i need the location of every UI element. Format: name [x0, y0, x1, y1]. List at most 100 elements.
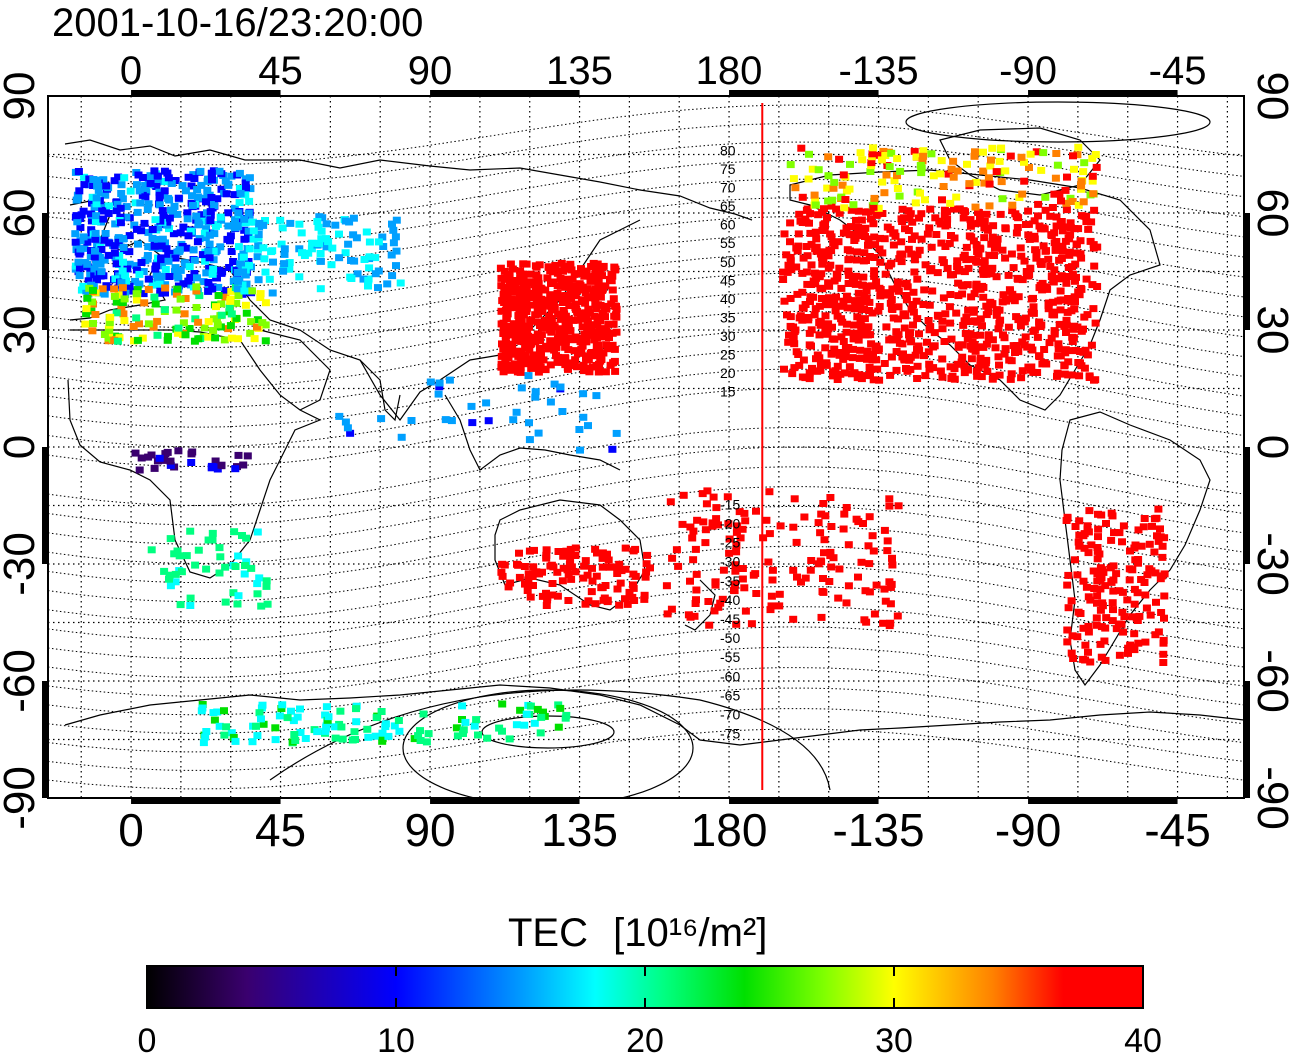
- tec-cell: [997, 144, 1006, 152]
- tec-cell: [233, 222, 241, 230]
- tec-cell: [1106, 564, 1115, 572]
- tec-cell: [827, 563, 836, 571]
- tec-cell: [459, 730, 467, 737]
- tec-cell: [579, 390, 588, 398]
- tec-cell: [210, 716, 219, 724]
- tec-cell: [831, 307, 840, 315]
- tec-cell: [547, 328, 556, 336]
- tec-cell: [180, 310, 189, 318]
- tec-cell: [1110, 529, 1118, 537]
- tec-cell: [946, 291, 955, 298]
- tec-cell: [1120, 613, 1129, 621]
- tec-cell: [986, 301, 995, 309]
- tec-cell: [814, 519, 823, 527]
- tec-cell: [571, 292, 580, 300]
- tec-cell: [835, 565, 844, 573]
- tec-cell: [188, 202, 197, 209]
- tec-cell: [295, 245, 304, 253]
- tec-cell: [551, 261, 560, 269]
- tec-cell: [893, 612, 902, 620]
- tec-cell: [828, 196, 837, 204]
- tec-cell: [796, 217, 805, 225]
- tec-cell: [1140, 579, 1149, 586]
- tec-cell: [909, 301, 917, 308]
- tec-cell: [785, 331, 793, 339]
- tec-cell: [234, 292, 243, 299]
- tec-cell: [944, 170, 953, 178]
- tec-cell: [714, 521, 722, 529]
- tec-cell: [1084, 225, 1093, 233]
- map-panel: 8075706560555045403530252015-15-20-25-30…: [42, 90, 1250, 804]
- frame-bar-right: [1244, 213, 1250, 330]
- tec-cell: [197, 211, 206, 219]
- tec-cell: [640, 591, 649, 599]
- y-tick-label-left: 60: [0, 189, 44, 238]
- x-tick-label-top: 90: [408, 49, 453, 93]
- tec-cell: [177, 568, 186, 576]
- tec-cell: [234, 451, 243, 459]
- tec-cell: [598, 554, 607, 562]
- tec-cell: [932, 231, 941, 238]
- tec-cell: [585, 368, 594, 376]
- contour-label: 50: [720, 254, 736, 270]
- tec-cell: [509, 363, 518, 371]
- tec-cell: [220, 287, 229, 295]
- tec-cell: [217, 311, 226, 319]
- tec-cell: [982, 356, 991, 364]
- tec-cell: [365, 253, 374, 261]
- tec-cell: [110, 249, 119, 257]
- tec-cell: [83, 294, 92, 302]
- tec-cell: [602, 304, 611, 312]
- tec-cell: [591, 600, 600, 608]
- tec-cell: [407, 417, 416, 424]
- tec-cell: [1088, 172, 1097, 180]
- tec-cell: [384, 732, 393, 740]
- tec-cell: [253, 590, 262, 598]
- tec-cell: [530, 546, 538, 554]
- tec-cell: [226, 237, 234, 245]
- tec-cell: [843, 304, 852, 312]
- tec-cell: [978, 266, 987, 274]
- tec-cell: [861, 224, 870, 232]
- tec-cell: [124, 287, 133, 295]
- tec-cell: [613, 570, 622, 577]
- tec-cell: [516, 368, 525, 376]
- tec-cell: [521, 344, 530, 352]
- tec-cell: [1048, 298, 1057, 306]
- tec-cell: [880, 360, 889, 367]
- tec-cell: [976, 357, 985, 365]
- tec-cell: [854, 207, 863, 215]
- tec-cell: [821, 312, 830, 320]
- tec-cell: [216, 553, 225, 561]
- tec-cell: [277, 240, 286, 248]
- tec-cell: [93, 176, 102, 184]
- tec-cell: [1027, 343, 1035, 351]
- tec-cell: [158, 235, 167, 243]
- tec-cell: [908, 218, 917, 226]
- tec-cell: [869, 547, 878, 555]
- tec-cell: [338, 735, 347, 743]
- tec-cell: [580, 562, 589, 570]
- tec-cell: [1108, 617, 1117, 625]
- tec-cell: [527, 301, 535, 309]
- tec-cell: [940, 338, 949, 345]
- tec-cell: [874, 345, 883, 353]
- tec-cell: [1154, 628, 1163, 636]
- tec-cell: [527, 355, 536, 363]
- tec-cell: [958, 353, 967, 361]
- tec-cell: [534, 429, 543, 437]
- tec-cell: [1020, 341, 1029, 349]
- tec-cell: [854, 573, 862, 581]
- tec-cell: [1157, 609, 1166, 616]
- tec-cell: [570, 270, 579, 278]
- tec-cell: [1108, 512, 1117, 520]
- tec-cell: [171, 254, 180, 262]
- tec-cell: [419, 710, 428, 718]
- tec-cell: [474, 731, 482, 739]
- colorbar-tick-label: 40: [1124, 1022, 1162, 1057]
- tec-cell: [855, 354, 864, 362]
- tec-cell: [984, 174, 993, 182]
- tec-cell: [1066, 224, 1075, 232]
- tec-cell: [424, 730, 433, 738]
- tec-cell: [79, 233, 88, 241]
